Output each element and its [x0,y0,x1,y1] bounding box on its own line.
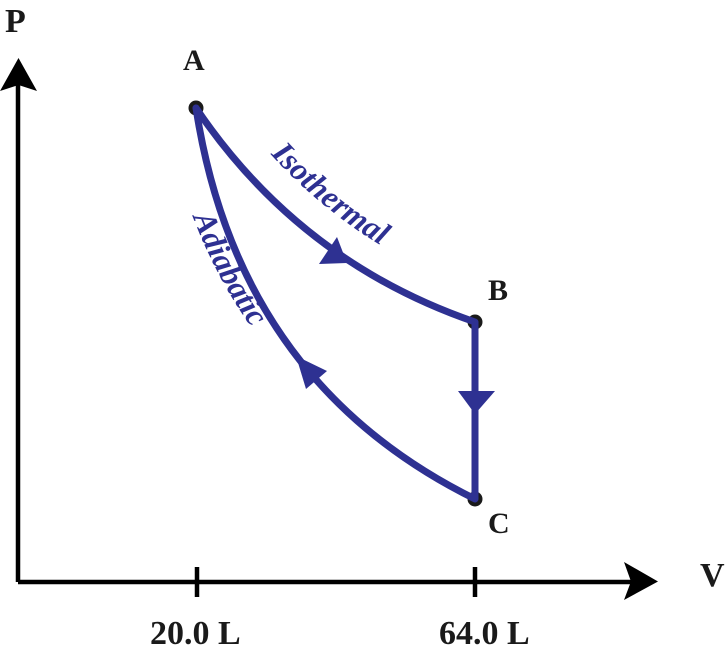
svg-text:C: C [488,507,510,540]
svg-text:20.0 L: 20.0 L [150,615,241,652]
svg-text:V: V [700,557,725,594]
svg-text:P: P [5,3,26,40]
svg-text:B: B [488,274,508,307]
svg-text:64.0 L: 64.0 L [439,615,530,652]
svg-text:Isothermal: Isothermal [265,134,397,252]
svg-text:A: A [183,44,205,77]
svg-text:Adiabatic: Adiabatic [186,204,276,332]
